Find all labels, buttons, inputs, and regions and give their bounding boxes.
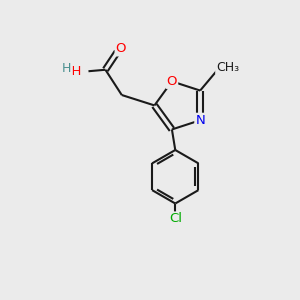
Text: CH₃: CH₃ (216, 61, 239, 74)
Text: H: H (62, 62, 71, 75)
Text: O: O (167, 75, 177, 88)
Text: Cl: Cl (169, 212, 182, 226)
Text: N: N (195, 114, 205, 127)
Text: O: O (116, 42, 126, 56)
Text: OH: OH (61, 65, 82, 78)
